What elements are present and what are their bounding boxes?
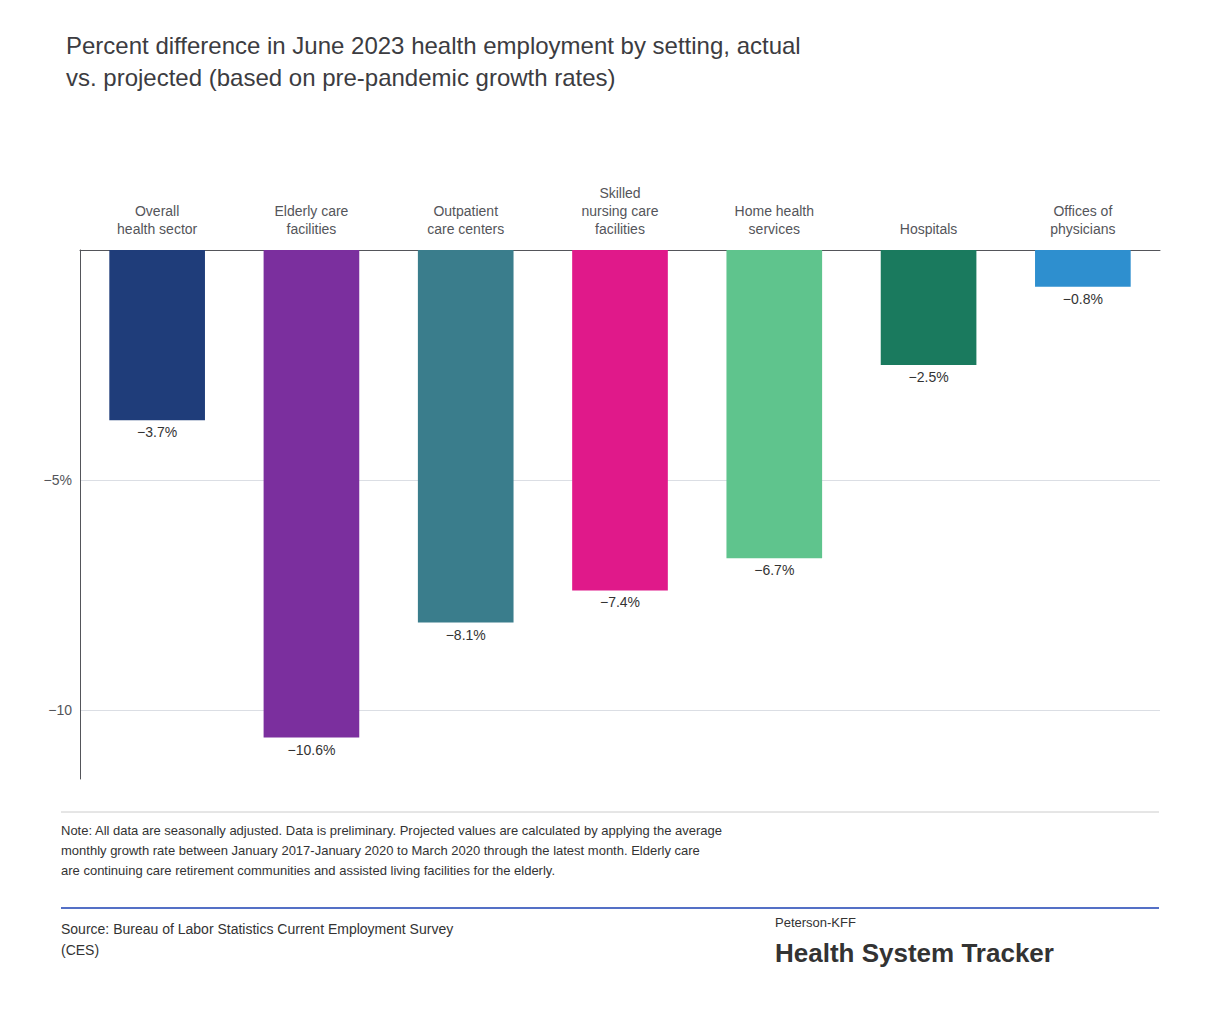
svg-text:facilities: facilities xyxy=(595,221,645,237)
svg-text:Health System Tracker: Health System Tracker xyxy=(775,938,1054,968)
svg-text:Percent difference in June 202: Percent difference in June 2023 health e… xyxy=(66,32,801,59)
svg-text:Skilled: Skilled xyxy=(599,185,640,201)
svg-text:Overall: Overall xyxy=(135,203,179,219)
svg-text:−6.7%: −6.7% xyxy=(754,562,794,578)
svg-text:monthly growth rate between Ja: monthly growth rate between January 2017… xyxy=(61,843,700,858)
svg-text:−3.7%: −3.7% xyxy=(137,424,177,440)
svg-text:Hospitals: Hospitals xyxy=(900,221,958,237)
svg-text:care centers: care centers xyxy=(427,221,504,237)
svg-text:Offices of: Offices of xyxy=(1053,203,1112,219)
svg-text:are continuing care retirement: are continuing care retirement communiti… xyxy=(61,863,555,878)
svg-text:vs. projected (based on pre-pa: vs. projected (based on pre-pandemic gro… xyxy=(66,64,616,91)
svg-text:Peterson-KFF: Peterson-KFF xyxy=(775,915,856,930)
svg-text:health sector: health sector xyxy=(117,221,197,237)
svg-text:Elderly care: Elderly care xyxy=(274,203,348,219)
svg-text:−8.1%: −8.1% xyxy=(446,627,486,643)
svg-text:−0.8%: −0.8% xyxy=(1063,291,1103,307)
svg-text:−2.5%: −2.5% xyxy=(909,369,949,385)
svg-text:Home health: Home health xyxy=(735,203,814,219)
svg-text:physicians: physicians xyxy=(1050,221,1115,237)
svg-text:Outpatient: Outpatient xyxy=(433,203,498,219)
svg-text:Note: All data are seasonally: Note: All data are seasonally adjusted. … xyxy=(61,823,722,838)
svg-text:nursing care: nursing care xyxy=(581,203,658,219)
svg-text:facilities: facilities xyxy=(287,221,337,237)
svg-text:services: services xyxy=(749,221,800,237)
svg-text:−10: −10 xyxy=(48,702,72,718)
svg-text:(CES): (CES) xyxy=(61,942,99,958)
svg-text:−5%: −5% xyxy=(44,472,72,488)
svg-text:−7.4%: −7.4% xyxy=(600,594,640,610)
svg-text:Source: Bureau of Labor Statis: Source: Bureau of Labor Statistics Curre… xyxy=(61,921,453,937)
svg-text:−10.6%: −10.6% xyxy=(287,742,335,758)
